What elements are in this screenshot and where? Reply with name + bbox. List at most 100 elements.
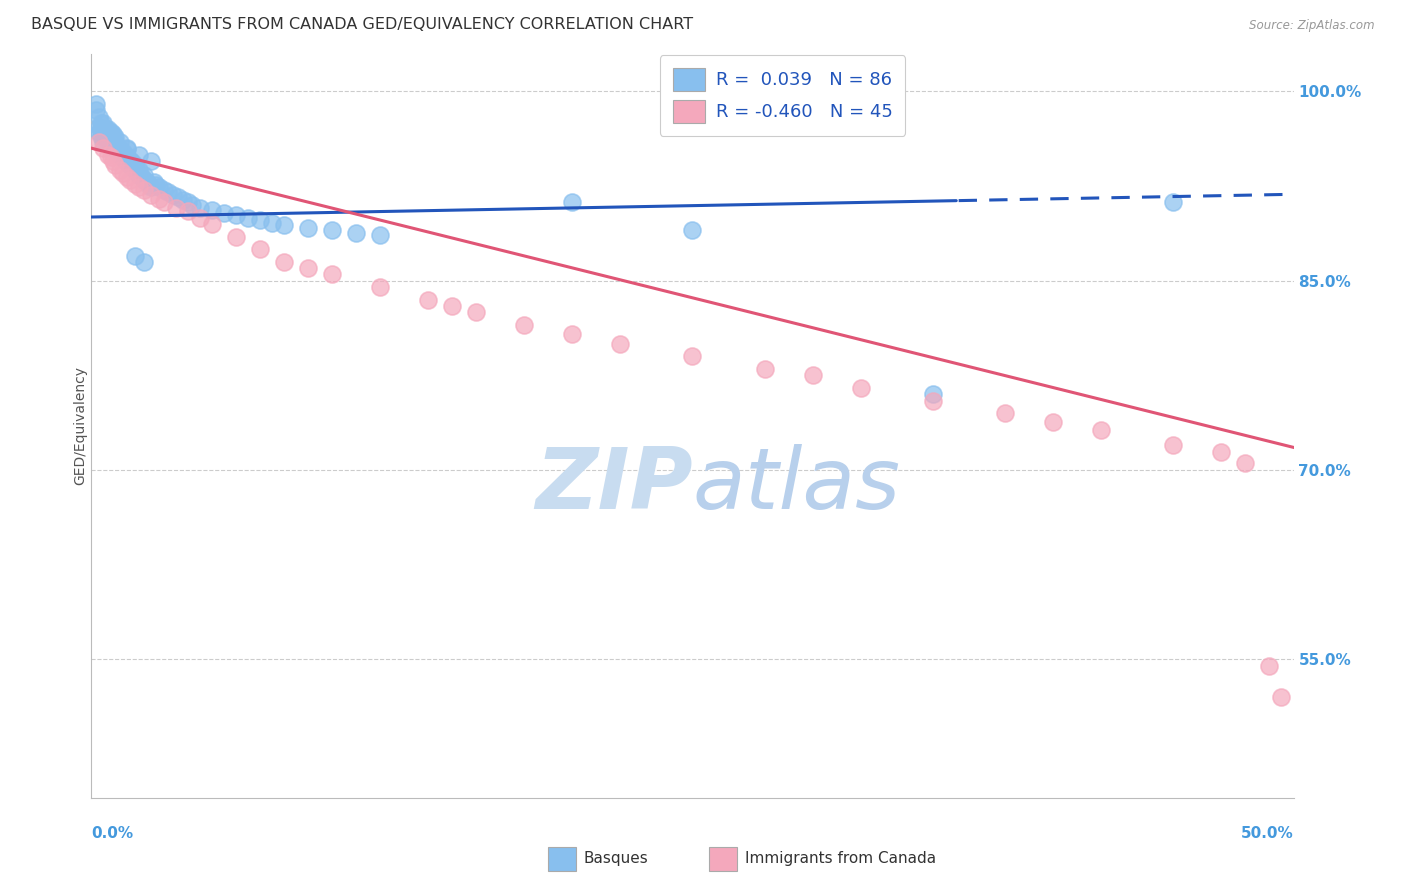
Point bbox=[134, 183, 156, 197]
Point bbox=[128, 147, 150, 161]
Point bbox=[249, 242, 271, 256]
Point bbox=[124, 177, 146, 191]
Point bbox=[117, 143, 139, 157]
Point bbox=[922, 393, 945, 408]
Point bbox=[107, 140, 129, 154]
Point bbox=[87, 110, 110, 124]
Point bbox=[128, 180, 150, 194]
Point bbox=[188, 201, 211, 215]
Point bbox=[87, 135, 110, 149]
Point bbox=[110, 135, 132, 149]
Point bbox=[297, 261, 319, 276]
Point bbox=[93, 135, 115, 149]
Point bbox=[1090, 423, 1112, 437]
Text: Basques: Basques bbox=[583, 851, 648, 865]
Point bbox=[121, 160, 143, 174]
Text: atlas: atlas bbox=[692, 444, 900, 527]
Point bbox=[131, 170, 153, 185]
Point bbox=[114, 153, 136, 167]
Point bbox=[681, 223, 703, 237]
Point bbox=[90, 122, 112, 136]
Point bbox=[121, 155, 143, 169]
Point bbox=[1211, 445, 1233, 459]
Point bbox=[561, 326, 583, 341]
Point bbox=[110, 147, 132, 161]
Point bbox=[212, 205, 235, 219]
Point bbox=[101, 128, 124, 142]
Text: 0.0%: 0.0% bbox=[91, 827, 134, 841]
Text: BASQUE VS IMMIGRANTS FROM CANADA GED/EQUIVALENCY CORRELATION CHART: BASQUE VS IMMIGRANTS FROM CANADA GED/EQU… bbox=[31, 17, 693, 31]
Point bbox=[117, 150, 139, 164]
Point bbox=[118, 153, 141, 167]
Point bbox=[97, 147, 120, 161]
Point bbox=[801, 368, 824, 383]
Point bbox=[97, 129, 120, 144]
Point bbox=[148, 192, 170, 206]
Point bbox=[100, 125, 122, 139]
Point bbox=[273, 218, 295, 232]
Point bbox=[93, 141, 115, 155]
Point bbox=[104, 137, 127, 152]
Point bbox=[93, 128, 115, 142]
Point bbox=[125, 165, 148, 179]
Point bbox=[176, 204, 198, 219]
Point bbox=[1234, 456, 1257, 470]
Point bbox=[110, 143, 132, 157]
Point bbox=[922, 387, 945, 401]
Point bbox=[1258, 658, 1281, 673]
Point bbox=[111, 145, 134, 159]
Point bbox=[134, 168, 156, 182]
Point bbox=[111, 150, 134, 164]
Legend: R =  0.039   N = 86, R = -0.460   N = 45: R = 0.039 N = 86, R = -0.460 N = 45 bbox=[659, 55, 905, 136]
Point bbox=[142, 175, 165, 189]
Point bbox=[104, 129, 127, 144]
Point bbox=[148, 180, 170, 194]
Point bbox=[225, 229, 247, 244]
Point bbox=[172, 193, 194, 207]
Point bbox=[104, 135, 127, 149]
Point bbox=[90, 128, 112, 143]
Point bbox=[225, 208, 247, 222]
Point bbox=[201, 217, 224, 231]
Point bbox=[101, 140, 124, 154]
Point bbox=[249, 213, 271, 227]
Point bbox=[368, 228, 391, 243]
Point bbox=[141, 180, 163, 194]
Point bbox=[100, 128, 122, 143]
Text: 50.0%: 50.0% bbox=[1240, 827, 1294, 841]
Point bbox=[141, 153, 163, 168]
Point bbox=[167, 190, 190, 204]
Point bbox=[100, 132, 122, 146]
Point bbox=[321, 268, 343, 282]
Point bbox=[114, 147, 136, 161]
Point bbox=[368, 280, 391, 294]
Point bbox=[609, 337, 631, 351]
Text: Source: ZipAtlas.com: Source: ZipAtlas.com bbox=[1250, 19, 1375, 31]
Point bbox=[101, 153, 124, 168]
Point bbox=[90, 116, 112, 130]
Point bbox=[134, 255, 156, 269]
Point bbox=[321, 223, 343, 237]
Point bbox=[117, 141, 139, 155]
Point bbox=[849, 381, 872, 395]
Point bbox=[84, 103, 107, 118]
Point bbox=[94, 125, 117, 139]
Point bbox=[118, 173, 141, 187]
Text: ZIP: ZIP bbox=[534, 444, 692, 527]
Point bbox=[87, 120, 110, 134]
Text: Immigrants from Canada: Immigrants from Canada bbox=[745, 851, 936, 865]
Point bbox=[117, 155, 139, 169]
Point bbox=[440, 299, 463, 313]
Point bbox=[176, 195, 198, 210]
Point bbox=[97, 135, 120, 149]
Point bbox=[145, 178, 167, 192]
Point bbox=[117, 170, 139, 185]
Point bbox=[118, 158, 141, 172]
Point bbox=[94, 131, 117, 145]
Point bbox=[107, 145, 129, 159]
Point bbox=[152, 195, 174, 210]
Point bbox=[84, 97, 107, 112]
Point bbox=[1161, 195, 1184, 210]
Point bbox=[561, 195, 583, 210]
Point bbox=[135, 175, 157, 189]
